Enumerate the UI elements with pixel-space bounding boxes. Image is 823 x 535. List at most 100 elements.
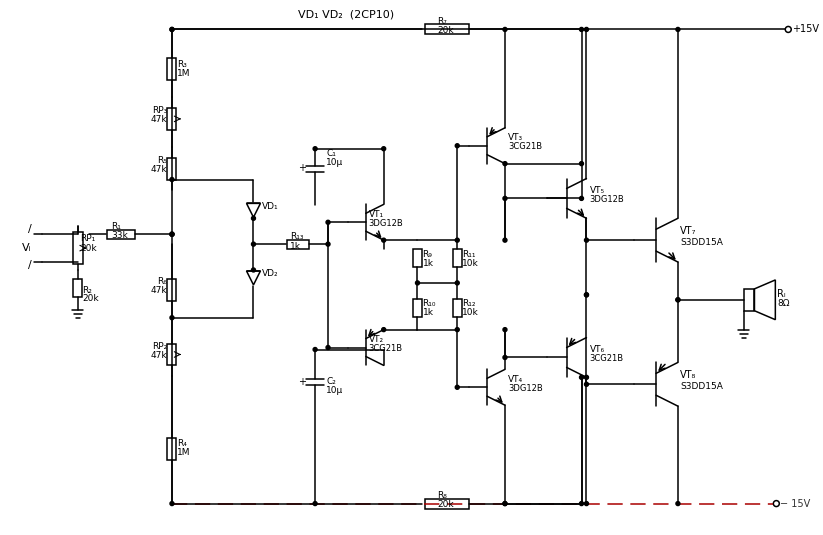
Bar — [287, 240, 309, 249]
Text: VT₂: VT₂ — [369, 335, 384, 344]
Polygon shape — [247, 271, 260, 285]
Bar — [73, 279, 82, 297]
Circle shape — [503, 502, 507, 506]
Circle shape — [579, 196, 584, 201]
Bar — [413, 249, 422, 267]
Circle shape — [584, 376, 588, 379]
Circle shape — [579, 27, 584, 32]
Circle shape — [252, 242, 255, 246]
Text: 10μ: 10μ — [326, 158, 343, 167]
Text: C₂: C₂ — [326, 377, 336, 386]
Circle shape — [579, 162, 584, 166]
Text: VT₁: VT₁ — [369, 210, 384, 219]
Circle shape — [170, 27, 174, 32]
Circle shape — [326, 346, 330, 349]
Circle shape — [584, 293, 588, 297]
Bar — [168, 279, 176, 301]
Text: +15V: +15V — [793, 25, 819, 34]
Circle shape — [503, 196, 507, 201]
Bar — [453, 299, 462, 317]
Text: 1M: 1M — [177, 68, 190, 78]
Text: RP₂: RP₂ — [151, 342, 167, 351]
Circle shape — [170, 27, 174, 32]
Text: Vᵢ: Vᵢ — [22, 243, 31, 253]
Text: 20k: 20k — [81, 243, 97, 253]
Circle shape — [252, 216, 255, 220]
Text: +: + — [298, 377, 306, 387]
Text: 33k: 33k — [111, 231, 128, 240]
Text: 1k: 1k — [422, 258, 434, 268]
Circle shape — [503, 162, 507, 166]
Text: VT₆: VT₆ — [589, 345, 605, 354]
Text: VT₅: VT₅ — [589, 186, 605, 195]
Circle shape — [416, 281, 420, 285]
Bar — [425, 25, 469, 34]
Text: 20k: 20k — [82, 294, 99, 303]
Bar — [107, 230, 135, 239]
Circle shape — [503, 355, 507, 360]
Text: R₈: R₈ — [437, 491, 447, 500]
Circle shape — [326, 242, 330, 246]
Text: ∕: ∕ — [28, 260, 32, 270]
Circle shape — [584, 502, 588, 506]
Circle shape — [584, 383, 588, 386]
Text: 10k: 10k — [463, 258, 479, 268]
Circle shape — [455, 281, 459, 285]
Text: 10k: 10k — [463, 308, 479, 317]
Circle shape — [170, 232, 174, 236]
Circle shape — [455, 327, 459, 332]
Circle shape — [455, 144, 459, 148]
Text: − 15V: − 15V — [780, 499, 811, 509]
Circle shape — [676, 27, 680, 32]
Circle shape — [503, 238, 507, 242]
Text: VT₇: VT₇ — [680, 226, 696, 236]
Text: R₁₂: R₁₂ — [463, 299, 476, 308]
Text: 20k: 20k — [437, 26, 454, 35]
Circle shape — [579, 502, 584, 506]
Text: R₂: R₂ — [82, 286, 92, 295]
Text: R₉: R₉ — [422, 250, 432, 258]
Circle shape — [382, 147, 386, 151]
Text: VD₂: VD₂ — [263, 270, 279, 278]
Circle shape — [252, 268, 255, 272]
Circle shape — [455, 238, 459, 242]
Bar — [168, 108, 176, 130]
Text: 1k: 1k — [291, 242, 301, 250]
Text: 47k: 47k — [151, 165, 167, 174]
Text: Rₗ: Rₗ — [777, 289, 786, 299]
Circle shape — [170, 178, 174, 181]
Text: C₁: C₁ — [326, 149, 336, 158]
Circle shape — [313, 348, 317, 351]
Text: VD₁: VD₁ — [263, 202, 279, 211]
Circle shape — [503, 327, 507, 332]
Polygon shape — [247, 203, 260, 217]
Text: 3CG21B: 3CG21B — [589, 354, 624, 363]
Text: 3CG21B: 3CG21B — [508, 142, 542, 151]
Text: 1k: 1k — [422, 308, 434, 317]
Text: VT₈: VT₈ — [680, 370, 696, 380]
Bar — [743, 289, 755, 311]
Circle shape — [382, 327, 386, 332]
Text: R₁₀: R₁₀ — [422, 299, 436, 308]
Bar — [413, 299, 422, 317]
Circle shape — [313, 147, 317, 151]
Circle shape — [503, 27, 507, 32]
Circle shape — [503, 502, 507, 506]
Circle shape — [170, 232, 174, 236]
Text: R₄: R₄ — [177, 439, 187, 448]
Circle shape — [579, 376, 584, 379]
Circle shape — [326, 220, 330, 224]
Text: 3DG12B: 3DG12B — [369, 219, 403, 228]
Text: +: + — [298, 163, 306, 173]
Text: 47k: 47k — [151, 286, 167, 295]
Text: R₆: R₆ — [157, 278, 167, 286]
Text: RP₁: RP₁ — [81, 234, 95, 243]
Text: 8Ω: 8Ω — [777, 299, 790, 308]
Bar — [168, 343, 176, 365]
Circle shape — [382, 238, 386, 242]
Bar — [168, 438, 176, 460]
Text: 47k: 47k — [151, 116, 167, 125]
Circle shape — [455, 385, 459, 389]
Bar — [72, 232, 82, 264]
Text: VD₁ VD₂  (2CP10): VD₁ VD₂ (2CP10) — [298, 10, 394, 19]
